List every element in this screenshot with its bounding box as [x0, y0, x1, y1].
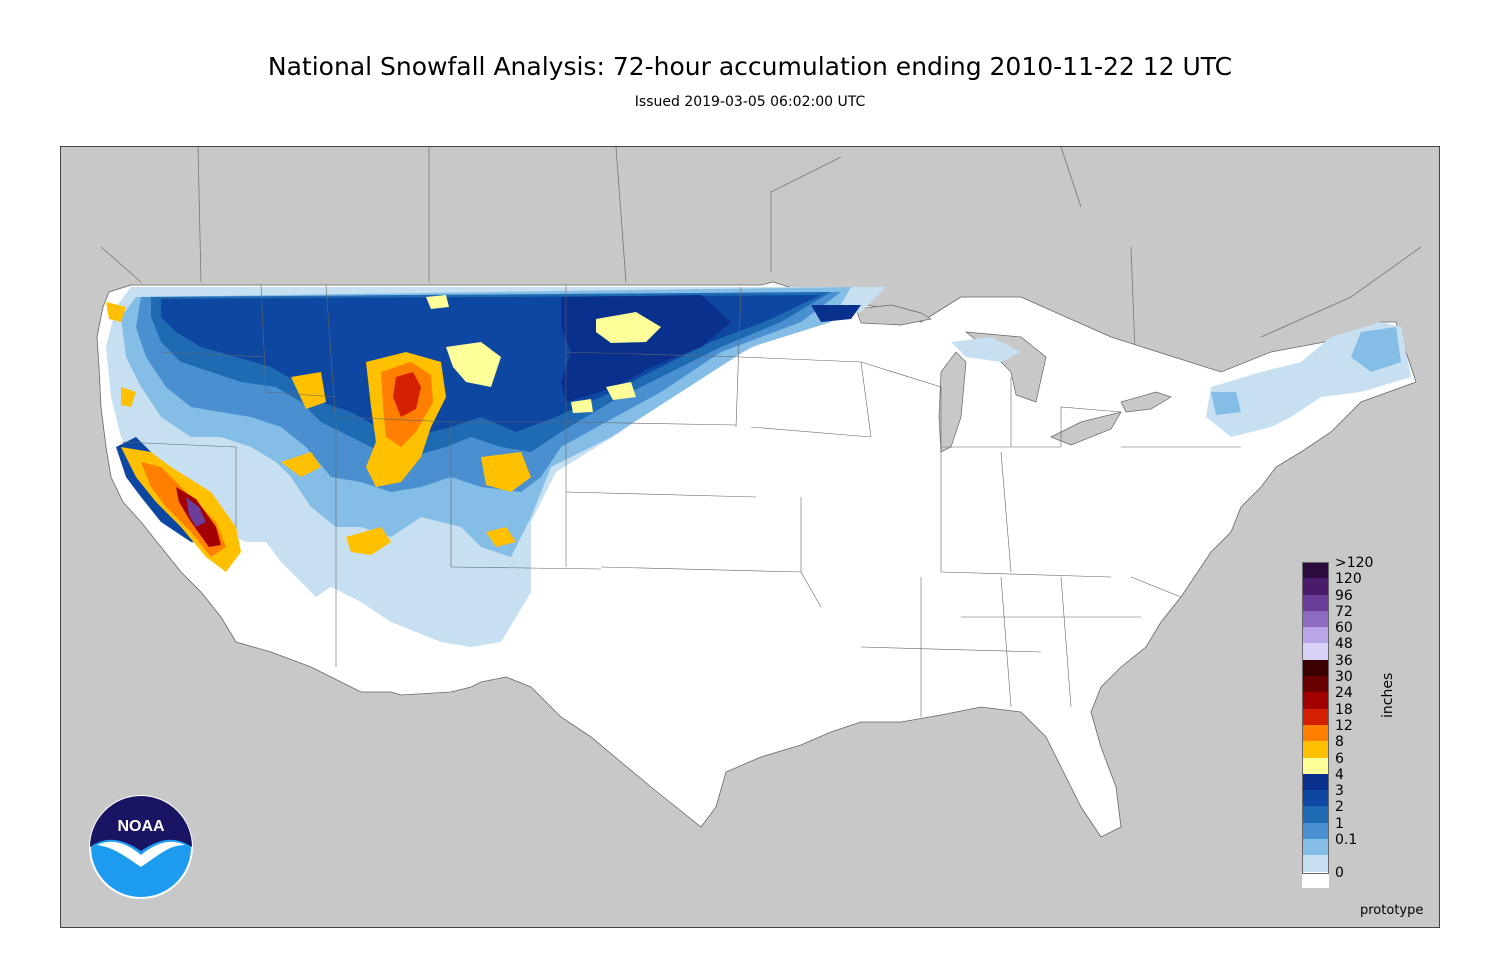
legend-label: 36 — [1335, 652, 1353, 669]
noaa-logo: NOAA — [89, 795, 193, 899]
legend-label: 12 — [1335, 717, 1353, 734]
legend-label: 60 — [1335, 620, 1353, 637]
map-panel[interactable] — [60, 146, 1440, 928]
legend-swatch — [1302, 578, 1329, 595]
legend-swatch — [1302, 692, 1329, 709]
legend-swatch — [1302, 741, 1329, 758]
great-lakes — [855, 304, 1172, 453]
legend-swatch — [1302, 822, 1329, 840]
legend-label: 48 — [1335, 636, 1353, 653]
legend-swatch — [1302, 839, 1329, 856]
heavy-snow-areas — [106, 295, 661, 572]
legend-swatch — [1302, 659, 1329, 677]
legend-label: 6 — [1335, 750, 1344, 767]
noaa-logo-text: NOAA — [117, 818, 165, 835]
legend-swatch — [1302, 708, 1329, 725]
legend-swatch — [1302, 855, 1329, 872]
legend-swatch — [1302, 757, 1329, 774]
legend-label: 96 — [1335, 587, 1353, 604]
neighbor-borders — [100, 147, 1422, 378]
legend-label: 30 — [1335, 669, 1353, 686]
legend-label: 8 — [1335, 734, 1344, 751]
legend-swatch — [1302, 627, 1329, 644]
legend-swatch — [1302, 806, 1329, 823]
legend-swatch — [1302, 724, 1329, 742]
legend-label: 0.1 — [1335, 832, 1358, 849]
legend-label: 72 — [1335, 603, 1353, 620]
legend-label: 24 — [1335, 685, 1353, 702]
legend-swatch — [1302, 562, 1329, 579]
legend-swatch — [1302, 773, 1329, 791]
legend-label: 1 — [1335, 815, 1344, 832]
state-borders — [120, 284, 1241, 717]
legend-label: 3 — [1335, 783, 1344, 800]
legend-swatch — [1302, 676, 1329, 693]
legend-label: 2 — [1335, 799, 1344, 816]
legend-swatch — [1302, 610, 1329, 628]
prototype-label: prototype — [1360, 903, 1424, 918]
legend-label: 120 — [1335, 571, 1362, 588]
legend-label: 4 — [1335, 766, 1344, 783]
map-title: National Snowfall Analysis: 72-hour accu… — [267, 52, 1233, 81]
map-subtitle: Issued 2019-03-05 06:02:00 UTC — [634, 94, 866, 110]
legend-swatch — [1302, 790, 1329, 807]
legend-label: 0 — [1335, 864, 1344, 881]
legend-swatch — [1302, 643, 1329, 660]
legend-label: >120 — [1335, 555, 1374, 571]
legend-label: 18 — [1335, 701, 1353, 718]
map-canvas — [61, 147, 1439, 927]
legend-swatch — [1302, 871, 1329, 888]
legend-units-label: inches — [1380, 672, 1396, 718]
legend-swatch — [1302, 594, 1329, 611]
